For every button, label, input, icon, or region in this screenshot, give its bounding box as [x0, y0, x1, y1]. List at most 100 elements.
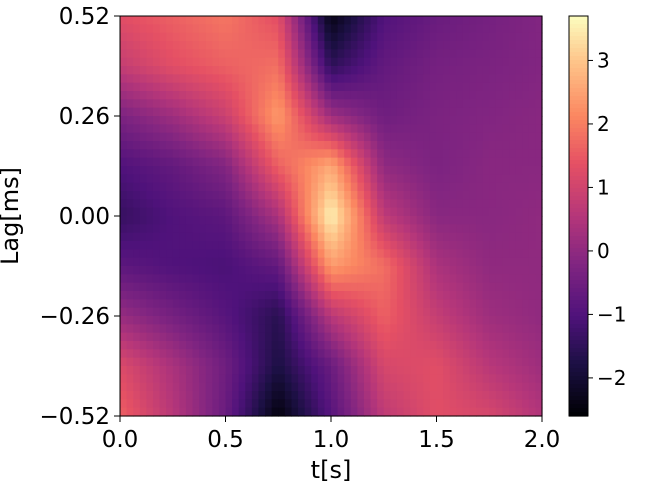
heatmap-cell — [509, 299, 517, 309]
colorbar-segment — [569, 404, 588, 409]
heatmap-cell — [192, 374, 200, 384]
heatmap-cell — [139, 274, 147, 284]
heatmap-cell — [126, 191, 134, 200]
heatmap-cell — [172, 332, 180, 342]
heatmap-cell — [152, 132, 161, 142]
heatmap-cell — [126, 407, 134, 417]
heatmap-cell — [291, 182, 299, 192]
heatmap-cell — [423, 57, 431, 67]
heatmap-cell — [456, 191, 464, 200]
heatmap-cell — [225, 207, 233, 217]
heatmap-cell — [146, 57, 154, 67]
heatmap-cell — [337, 241, 345, 250]
heatmap-cell — [482, 366, 490, 375]
heatmap-cell — [462, 16, 471, 25]
heatmap-cell — [344, 357, 352, 367]
heatmap-cell — [251, 291, 260, 300]
heatmap-cell — [436, 232, 444, 242]
heatmap-cell — [139, 299, 147, 309]
heatmap-cell — [284, 224, 293, 234]
heatmap-cell — [403, 57, 411, 67]
heatmap-cell — [311, 257, 319, 267]
heatmap-cell — [383, 232, 391, 242]
colorbar-segment — [569, 412, 588, 417]
heatmap-cell — [304, 174, 312, 184]
heatmap-cell — [344, 166, 352, 175]
heatmap-cell — [515, 174, 523, 184]
heatmap-cell — [396, 141, 405, 150]
heatmap-cell — [205, 257, 213, 267]
heatmap-cell — [443, 141, 451, 150]
heatmap-cell — [324, 74, 332, 84]
heatmap-cell — [271, 216, 279, 225]
heatmap-cell — [146, 174, 154, 184]
heatmap-cell — [423, 291, 431, 300]
heatmap-cell — [284, 332, 293, 342]
heatmap-cell — [515, 399, 523, 409]
heatmap-cell — [251, 116, 260, 125]
heatmap-cell — [370, 382, 378, 392]
heatmap-cell — [166, 207, 174, 217]
heatmap-cell — [416, 274, 424, 284]
heatmap-cell — [245, 174, 253, 184]
heatmap-cell — [522, 16, 530, 25]
heatmap-cell — [205, 366, 213, 375]
heatmap-cell — [443, 266, 451, 275]
heatmap-cell — [502, 124, 510, 134]
heatmap-cell — [212, 399, 220, 409]
heatmap-cell — [331, 249, 339, 259]
heatmap-cell — [449, 366, 457, 375]
heatmap-cell — [172, 132, 180, 142]
heatmap-cell — [337, 349, 345, 359]
heatmap-cell — [245, 141, 253, 150]
heatmap-cell — [370, 274, 378, 284]
heatmap-cell — [489, 299, 497, 309]
heatmap-cell — [403, 324, 411, 334]
heatmap-cell — [469, 149, 477, 159]
heatmap-cell — [449, 382, 457, 392]
heatmap-cell — [291, 91, 299, 100]
heatmap-cell — [245, 191, 253, 200]
heatmap-cell — [232, 207, 240, 217]
heatmap-cell — [179, 232, 187, 242]
heatmap-cell — [363, 149, 372, 159]
heatmap-cell — [265, 274, 273, 284]
heatmap-cell — [515, 16, 523, 25]
heatmap-cell — [271, 332, 279, 342]
heatmap-cell — [278, 407, 286, 417]
heatmap-cell — [205, 316, 213, 325]
heatmap-cell — [291, 357, 299, 367]
heatmap-cell — [139, 266, 147, 275]
heatmap-cell — [410, 24, 418, 34]
heatmap-cell — [410, 174, 418, 184]
heatmap-cell — [166, 257, 174, 267]
heatmap-cell — [192, 107, 200, 117]
heatmap-cell — [495, 257, 504, 267]
heatmap-cell — [166, 107, 174, 117]
heatmap-cell — [377, 116, 385, 125]
heatmap-cell — [429, 349, 438, 359]
heatmap-cell — [443, 82, 451, 92]
heatmap-cell — [502, 341, 510, 350]
heatmap-cell — [429, 382, 438, 392]
heatmap-cell — [278, 341, 286, 350]
heatmap-cell — [185, 141, 194, 150]
heatmap-cell — [238, 357, 246, 367]
heatmap-cell — [370, 199, 378, 209]
heatmap-cell — [225, 132, 233, 142]
colorbar-segment — [569, 308, 588, 313]
heatmap-cell — [152, 357, 161, 367]
heatmap-cell — [179, 366, 187, 375]
heatmap-cell — [251, 316, 260, 325]
heatmap-cell — [462, 182, 471, 192]
heatmap-cell — [199, 341, 207, 350]
heatmap-cell — [317, 274, 325, 284]
heatmap-cell — [179, 207, 187, 217]
heatmap-cell — [495, 366, 504, 375]
heatmap-cell — [166, 174, 174, 184]
heatmap-cell — [166, 399, 174, 409]
heatmap-cell — [265, 224, 273, 234]
heatmap-cell — [436, 91, 444, 100]
heatmap-cell — [179, 399, 187, 409]
heatmap-cell — [159, 24, 167, 34]
